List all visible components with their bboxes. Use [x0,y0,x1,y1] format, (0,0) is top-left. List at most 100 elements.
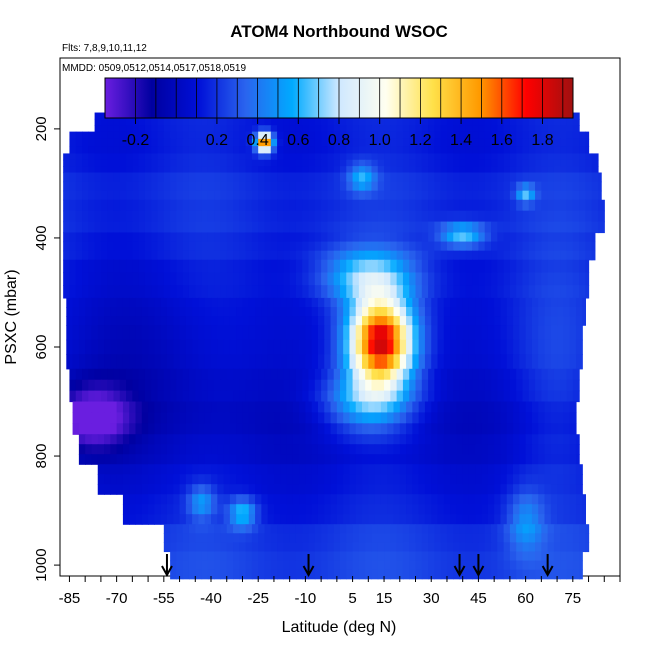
heatmap-cell [211,307,218,317]
heatmap-cell [434,250,442,261]
heatmap-cell [116,307,124,317]
heatmap-cell [192,307,200,317]
heatmap-cell [428,190,435,201]
heatmap-cell [503,159,511,167]
heatmap-cell [399,474,407,485]
heatmap-cell [333,285,341,299]
heatmap-cell [371,259,379,274]
heatmap-cell [446,125,454,133]
heatmap-cell [390,542,398,553]
heatmap-cell [170,259,177,274]
heatmap-cell [355,454,363,465]
heatmap-cell [509,181,517,192]
heatmap-cell [418,494,426,505]
heatmap-cell [157,190,165,201]
heatmap-cell [522,241,530,252]
heatmap-cell [305,494,313,505]
heatmap-cell [503,259,511,274]
heatmap-cell [242,423,250,435]
heatmap-cell [119,146,127,155]
heatmap-cell [390,138,398,147]
heatmap-cell [327,172,335,183]
heatmap-cell [239,390,247,403]
heatmap-cell [541,259,549,274]
heatmap-cell [402,259,410,274]
heatmap-cell [170,138,177,147]
profile-markers [161,554,554,578]
heatmap-cell [321,190,329,201]
heatmap-cell [308,390,316,403]
heatmap-cell [255,444,262,455]
heatmap-cell [497,524,505,534]
heatmap-cell [211,464,218,475]
heatmap-cell [553,285,561,299]
heatmap-cell [566,146,574,155]
heatmap-cell [346,551,354,562]
heatmap-cell [170,285,177,299]
heatmap-cell [575,474,583,485]
heatmap-cell [286,354,294,370]
heatmap-cell [138,118,146,126]
heatmap-cell [273,307,281,317]
heatmap-cell [248,464,256,475]
heatmap-cell [421,131,429,140]
heatmap-cell [151,241,159,252]
heatmap-cell [226,181,234,192]
heatmap-cell [553,542,561,553]
heatmap-cell [314,285,322,299]
heatmap-cell [591,199,599,212]
heatmap-cell [107,250,115,261]
heatmap-cell [302,259,310,274]
heatmap-cell [255,354,262,370]
heatmap-cell [566,181,574,192]
heatmap-cell [192,514,200,525]
heatmap-cell [302,390,310,403]
heatmap-cell [132,181,140,192]
heatmap-cell [113,390,121,403]
heatmap-cell [188,569,196,580]
heatmap-cell [214,368,222,381]
heatmap-cell [138,172,146,183]
heatmap-cell [107,153,115,161]
heatmap-cell [110,434,118,445]
heatmap-cell [402,221,410,234]
heatmap-cell [302,379,310,392]
heatmap-cell [415,390,423,403]
heatmap-cell [173,474,181,485]
heatmap-cell [393,307,401,317]
heatmap-cell [277,190,284,201]
heatmap-cell [330,307,338,317]
heatmap-cell [346,131,354,140]
heatmap-cell [553,390,561,403]
heatmap-cell [220,221,228,234]
heatmap-cell [409,259,417,274]
heatmap-cell [377,153,385,161]
heatmap-cell [327,125,335,133]
heatmap-cell [513,434,520,445]
heatmap-cell [531,307,539,317]
heatmap-cell [472,250,480,261]
heatmap-cell [443,354,451,370]
heatmap-cell [519,297,527,308]
heatmap-cell [138,166,146,174]
heatmap-cell [324,454,332,465]
heatmap-cell [522,250,530,261]
heatmap-cell [506,316,514,326]
heatmap-cell [245,118,253,126]
heatmap-cell [547,118,555,126]
heatmap-cell [195,210,203,223]
heatmap-cell [484,232,492,243]
heatmap-cell [226,524,234,534]
heatmap-cell [330,339,338,355]
heatmap-cell [468,504,476,515]
heatmap-cell [321,285,329,299]
heatmap-cell [522,285,530,299]
heatmap-cell [182,221,190,234]
heatmap-cell [324,297,332,308]
heatmap-cell [192,444,200,455]
heatmap-cell [519,325,527,341]
heatmap-cell [443,514,451,525]
heatmap-cell [362,316,369,326]
heatmap-cell [135,325,143,341]
heatmap-cell [170,551,177,562]
